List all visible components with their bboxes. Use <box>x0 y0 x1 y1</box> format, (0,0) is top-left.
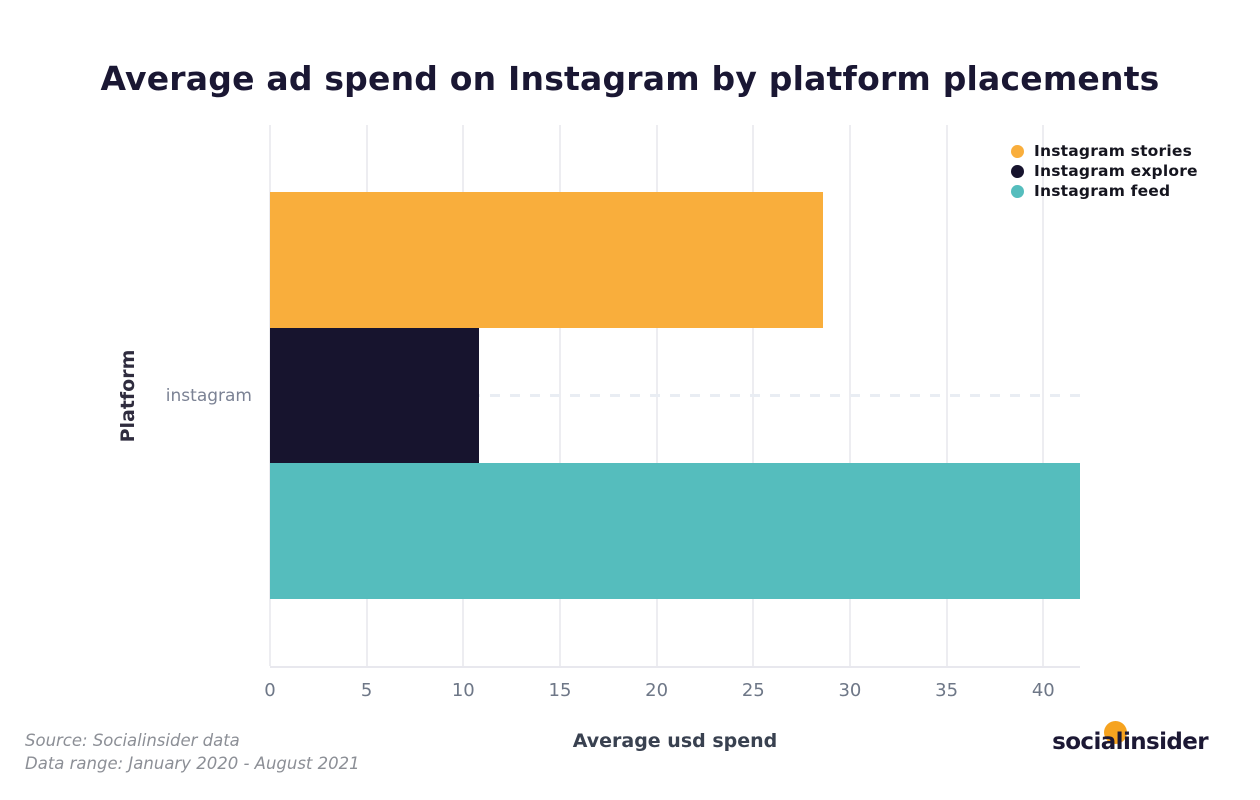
legend-dot-icon <box>1011 144 1024 158</box>
bar-instagram-explore <box>270 327 479 464</box>
source-line: Source: Socialinsider data <box>25 731 240 750</box>
legend-label: Instagram feed <box>1034 182 1171 200</box>
legend: Instagram stories Instagram explore Instag… <box>1011 141 1198 201</box>
x-tick-label: 15 <box>548 680 572 701</box>
socialinsider-logo: socialinsider <box>1052 721 1209 761</box>
x-tick-label: 25 <box>741 680 765 701</box>
legend-dot-icon <box>1011 184 1024 198</box>
legend-label: Instagram explore <box>1034 162 1198 180</box>
legend-item: Instagram stories <box>1011 141 1198 161</box>
logo-text: socialinsider <box>1052 729 1208 755</box>
plot-area: 0 5 10 15 20 25 30 35 40 <box>264 125 1080 701</box>
logo-orange-dot-icon <box>1104 721 1128 744</box>
x-tick-label: 30 <box>838 680 862 701</box>
category-dashed-gridline <box>270 394 1080 397</box>
legend-dot-icon <box>1011 164 1024 178</box>
x-axis-title: Average usd spend <box>572 730 778 752</box>
bar-instagram-feed <box>270 463 1080 599</box>
legend-label: Instagram stories <box>1034 142 1193 160</box>
x-tick-label: 35 <box>935 680 959 701</box>
y-category-label: instagram <box>165 386 252 406</box>
data-range-line: Data range: January 2020 - August 2021 <box>25 754 360 773</box>
x-tick-label: 5 <box>360 680 373 701</box>
x-tick-label: 20 <box>645 680 669 701</box>
legend-item: Instagram explore <box>1011 161 1198 181</box>
bars <box>270 192 1080 599</box>
source-note: Source: Socialinsider data Data range: J… <box>25 729 360 775</box>
x-tick-label: 0 <box>264 680 276 701</box>
legend-item: Instagram feed <box>1011 181 1198 201</box>
x-tick-label: 40 <box>1031 680 1055 701</box>
bar-instagram-stories <box>270 192 823 328</box>
page-title: Average ad spend on Instagram by platfor… <box>100 59 1160 98</box>
x-tick-label: 10 <box>451 680 475 701</box>
